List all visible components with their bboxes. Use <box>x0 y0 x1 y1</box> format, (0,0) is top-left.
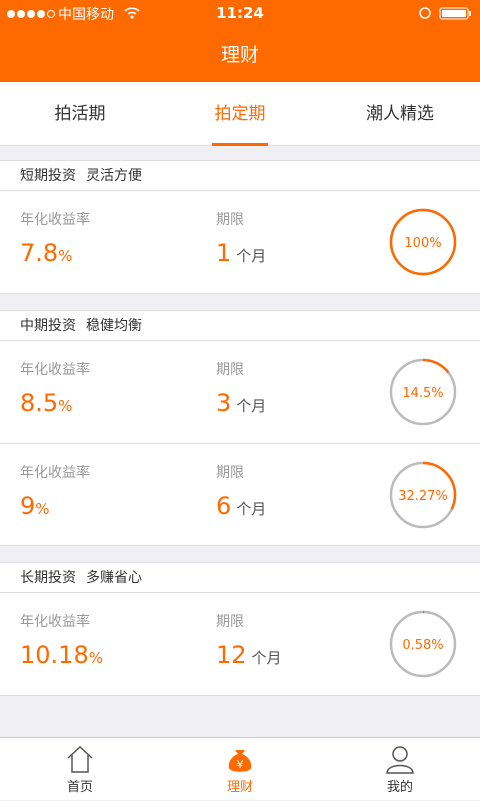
rate-value: 8.5 <box>20 389 59 417</box>
section: 中期投资 稳健均衡 年化收益率 8.5% 期限 3 个月 14.5% 年化收益率 9% 期限 6 个月 3… <box>0 310 480 546</box>
term-value: 3 <box>216 389 232 417</box>
wifi <box>124 7 140 19</box>
term-label: 期限 <box>216 614 244 630</box>
term-unit: 个月 <box>236 500 267 518</box>
tab[interactable]: 拍定期 <box>160 82 320 146</box>
rate: 7.8% <box>20 239 72 267</box>
progress-ring: 32.27% <box>389 461 457 529</box>
ring-label: 0.58% <box>402 638 443 653</box>
section-title: 中期投资 <box>20 318 76 334</box>
term-unit: 个月 <box>236 247 267 265</box>
section-header: 短期投资 灵活方便 <box>0 161 480 191</box>
term: 1 个月 <box>216 239 266 267</box>
product[interactable]: 年化收益率 7.8% 期限 1 个月 100% <box>0 191 480 293</box>
term-label: 期限 <box>216 212 244 228</box>
section-title: 短期投资 <box>20 168 76 184</box>
nav-label: 我的 <box>386 780 413 795</box>
term-label: 期限 <box>216 465 244 481</box>
nav-icon <box>386 746 414 774</box>
progress-ring: 0.58% <box>389 610 457 678</box>
term-value: 12 <box>216 641 247 669</box>
rate-label: 年化收益率 <box>20 212 90 228</box>
section-header: 长期投资 多赚省心 <box>0 563 480 593</box>
nav-item[interactable]: 我的 <box>320 738 480 801</box>
section-title: 长期投资 <box>20 570 76 586</box>
term-label: 期限 <box>216 362 244 378</box>
bottom-nav: 首页 ¥ 理财 我的 <box>0 737 480 800</box>
ring-progress <box>389 610 457 678</box>
tab[interactable]: 拍活期 <box>54 104 106 124</box>
product[interactable]: 年化收益率 10.18% 期限 12 个月 0.58% <box>0 593 480 695</box>
section-subtitle: 稳健均衡 <box>86 318 142 334</box>
rate-value: 7.8 <box>20 239 59 267</box>
rate: 8.5% <box>20 389 72 417</box>
nav-label: 首页 <box>66 780 93 795</box>
section: 长期投资 多赚省心年化收益率 10.18% 期限 12 个月 0.58% <box>0 562 480 696</box>
nav-item[interactable]: ¥ 理财 <box>160 738 320 801</box>
product[interactable]: 年化收益率 8.5% 期限 3 个月 14.5% <box>0 341 480 443</box>
ring-progress <box>389 461 457 529</box>
rate: 10.18% <box>20 641 103 669</box>
rate-label: 年化收益率 <box>20 614 90 630</box>
term-unit: 个月 <box>236 397 267 415</box>
ring-label: 14.5% <box>402 386 443 401</box>
term-value: 1 <box>216 239 232 267</box>
tab-underline <box>212 143 268 146</box>
rate-unit: % <box>35 500 50 518</box>
term-unit: 个月 <box>251 649 282 667</box>
ring-label: 32.27% <box>398 489 448 504</box>
ring-progress <box>389 208 457 276</box>
tabs: 拍活期 拍定期 潮人精选 <box>0 82 480 146</box>
rate-value: 9 <box>20 492 36 520</box>
page-title: 理财 <box>220 44 259 66</box>
product-list: 短期投资 灵活方便 年化收益率 7.8% 期限 1 个月 100% 中期投资 稳健均衡 年化收益率 8… <box>0 160 480 712</box>
ring-progress <box>389 358 457 426</box>
term: 6 个月 <box>216 492 266 520</box>
rate: 9% <box>20 492 50 520</box>
tab[interactable]: 潮人精选 <box>366 104 434 124</box>
term: 3 个月 <box>216 389 266 417</box>
progress-ring: 100% <box>389 208 457 276</box>
section: 短期投资 灵活方便年化收益率 7.8% 期限 1 个月 100% <box>0 160 480 294</box>
rate-unit: % <box>88 649 103 667</box>
product[interactable]: 年化收益率 9% 期限 6 个月 32.27% <box>0 443 480 545</box>
svg-text:¥: ¥ <box>237 758 244 771</box>
section-subtitle: 灵活方便 <box>86 168 142 184</box>
nav-label: 理财 <box>226 780 253 795</box>
battery <box>419 7 471 20</box>
nav-icon: ¥ <box>228 750 252 772</box>
signal <box>7 10 55 18</box>
rate-unit: % <box>58 397 73 415</box>
carrier: 中国移动 <box>58 7 114 23</box>
term-value: 6 <box>216 492 232 520</box>
rate-label: 年化收益率 <box>20 362 90 378</box>
term: 12 个月 <box>216 641 282 669</box>
time: 11:24 <box>216 4 264 22</box>
rate-unit: % <box>58 247 73 265</box>
section-header: 中期投资 稳健均衡 <box>0 311 480 341</box>
progress-ring: 14.5% <box>389 358 457 426</box>
top-bar: 中国移动 11:24 理财 <box>0 0 480 82</box>
section-subtitle: 多赚省心 <box>86 570 142 586</box>
nav-item[interactable]: 首页 <box>0 738 160 801</box>
rate-value: 10.18 <box>20 641 89 669</box>
nav-icon <box>67 745 93 773</box>
rate-label: 年化收益率 <box>20 465 90 481</box>
ring-label: 100% <box>404 236 441 251</box>
